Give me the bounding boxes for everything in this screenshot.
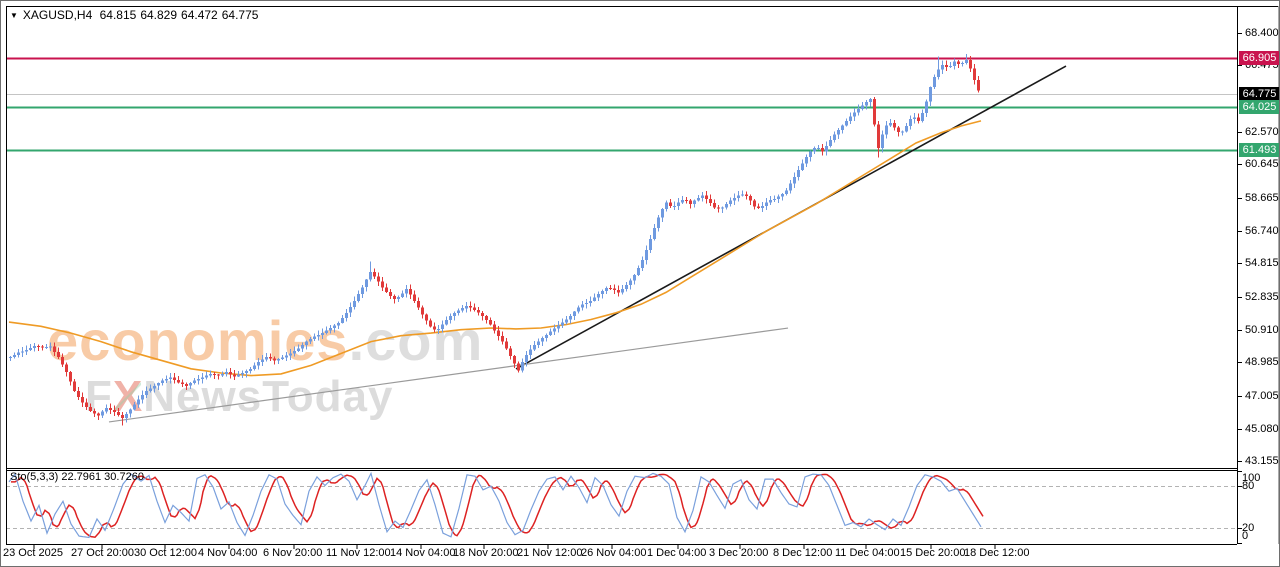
date-tick-label: 14 Nov 04:00 — [390, 547, 456, 559]
quote-low: 64.472 — [181, 8, 218, 22]
date-tick-label: 11 Nov 12:00 — [326, 547, 391, 559]
price-tick-label: 45.080 — [1245, 423, 1279, 435]
quote-open: 64.815 — [99, 8, 137, 22]
price-tick-label: 47.005 — [1245, 390, 1279, 402]
watermark: economies.com FXNewsToday — [47, 313, 483, 419]
price-tick-label: 48.985 — [1245, 356, 1279, 368]
quote-close: 64.775 — [221, 8, 259, 22]
oscillator-tick-label: 0 — [1242, 530, 1249, 542]
price-axis-drag-area[interactable] — [1238, 6, 1278, 544]
date-tick-label: 18 Nov 20:00 — [453, 547, 519, 559]
date-tick-label: 11 Dec 04:00 — [835, 547, 900, 559]
date-tick-label: 4 Nov 04:00 — [198, 547, 258, 559]
time-axis-drag-area[interactable] — [6, 545, 1237, 563]
date-tick-label: 3 Dec 20:00 — [709, 547, 769, 559]
quote-high: 64.829 — [140, 8, 178, 22]
watermark-line2: FXNewsToday — [85, 375, 483, 419]
price-tick-label: 60.645 — [1245, 158, 1279, 170]
price-tick-label: 43.155 — [1245, 455, 1279, 467]
price-badge: 61.493 — [1239, 143, 1279, 157]
symbol-ohlc-readout: ▼ XAGUSD,H4 64.815 64.829 64.472 64.775 — [10, 8, 262, 22]
price-tick-label: 58.665 — [1245, 192, 1279, 204]
price-tick-label: 52.835 — [1245, 291, 1279, 303]
date-tick-label: 27 Oct 20:00 — [71, 547, 134, 559]
price-badge: 64.775 — [1239, 87, 1279, 101]
price-tick-label: 68.400 — [1245, 27, 1279, 39]
date-tick-label: 6 Nov 20:00 — [263, 547, 323, 559]
watermark-domain-suffix: .com — [348, 309, 484, 372]
watermark-x-logo-icon: X — [113, 372, 143, 421]
oscillator-tick-label: 80 — [1242, 480, 1255, 492]
price-badge: 64.025 — [1239, 100, 1279, 114]
price-badge: 66.905 — [1239, 51, 1279, 65]
date-tick-label: 15 Dec 20:00 — [900, 547, 966, 559]
stochastic-indicator-label: Sto(5,3,3) 22.7961 30.7260 — [10, 471, 144, 483]
date-tick-label: 18 Dec 12:00 — [964, 547, 1030, 559]
date-tick-label: 23 Oct 2025 — [3, 547, 63, 559]
symbol-dropdown-icon: ▼ — [10, 11, 18, 20]
date-tick-label: 30 Oct 12:00 — [134, 547, 197, 559]
date-tick-label: 21 Nov 12:00 — [517, 547, 583, 559]
oscillator-tick-label: 20 — [1242, 522, 1255, 534]
price-tick-label: 50.910 — [1245, 324, 1279, 336]
symbol-name: XAGUSD,H4 — [22, 8, 93, 22]
date-tick-label: 26 Nov 04:00 — [581, 547, 647, 559]
price-tick-label: 56.740 — [1245, 225, 1279, 237]
oscillator-tick-label: 100 — [1242, 472, 1261, 484]
price-tick-label: 62.570 — [1245, 126, 1279, 138]
date-tick-label: 8 Dec 12:00 — [773, 547, 833, 559]
price-tick-label: 54.815 — [1245, 257, 1279, 269]
date-tick-label: 1 Dec 04:00 — [647, 547, 707, 559]
